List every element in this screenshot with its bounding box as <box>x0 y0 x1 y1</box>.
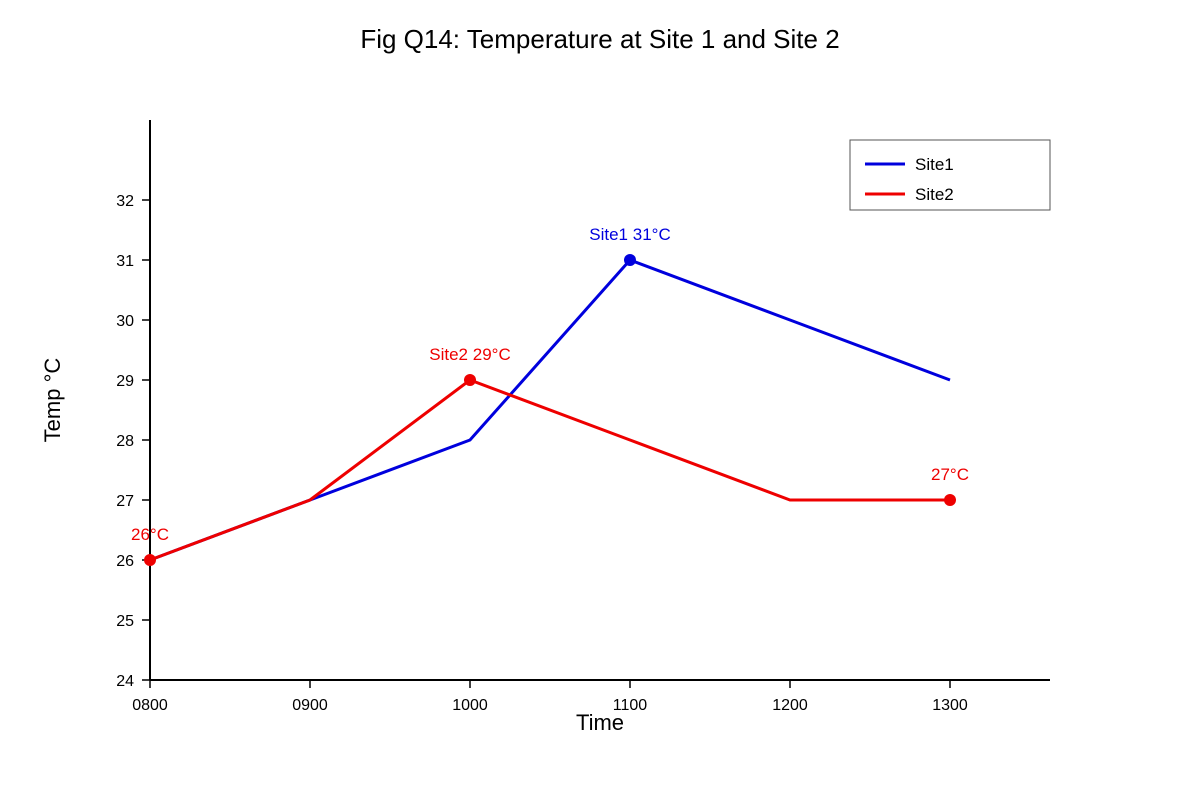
data-markers: Site1 31°C 26°C Site2 29°C 27°C <box>131 225 969 566</box>
y-tick-label: 24 <box>116 673 134 690</box>
y-tick-label: 32 <box>116 193 134 210</box>
y-tick-label: 28 <box>116 433 134 450</box>
x-tick-label: 1000 <box>452 697 488 714</box>
x-tick-label: 1100 <box>613 697 648 714</box>
data-label: 27°C <box>931 465 969 484</box>
x-tick-label: 0800 <box>132 697 168 714</box>
x-axis-label: Time <box>576 710 624 735</box>
legend-box <box>849 139 1051 211</box>
x-tick-label: 1200 <box>772 697 808 714</box>
x-tick-label: 0900 <box>292 697 328 714</box>
y-tick-label: 29 <box>116 373 134 390</box>
y-tick-label: 30 <box>116 313 134 330</box>
data-point-site2 <box>944 494 956 506</box>
axes: 24 25 26 27 28 29 30 31 32 0800 0900 1000 1100 1200 13… <box>40 120 1050 735</box>
data-label: Site1 31°C <box>589 225 670 244</box>
y-tick-label: 31 <box>116 253 134 270</box>
data-point-site2 <box>464 374 476 386</box>
legend-label-site1: Site1 <box>915 155 954 174</box>
data-point-site2 <box>144 554 156 566</box>
chart-title: Fig Q14: Temperature at Site 1 and Site … <box>360 24 840 54</box>
legend-label-site2: Site2 <box>915 185 954 204</box>
data-label: 26°C <box>131 525 169 544</box>
y-tick-label: 25 <box>116 613 134 630</box>
series-lines <box>149 258 951 562</box>
data-point-site1 <box>624 254 636 266</box>
data-label: Site2 29°C <box>429 345 510 364</box>
series-line-site2 <box>149 378 950 562</box>
y-tick-label: 27 <box>116 493 134 510</box>
legend: Site1 Site2 <box>849 139 1051 211</box>
y-axis-label: Temp °C <box>40 358 65 443</box>
y-tick-label: 26 <box>116 553 134 570</box>
x-tick-label: 1300 <box>932 697 968 714</box>
